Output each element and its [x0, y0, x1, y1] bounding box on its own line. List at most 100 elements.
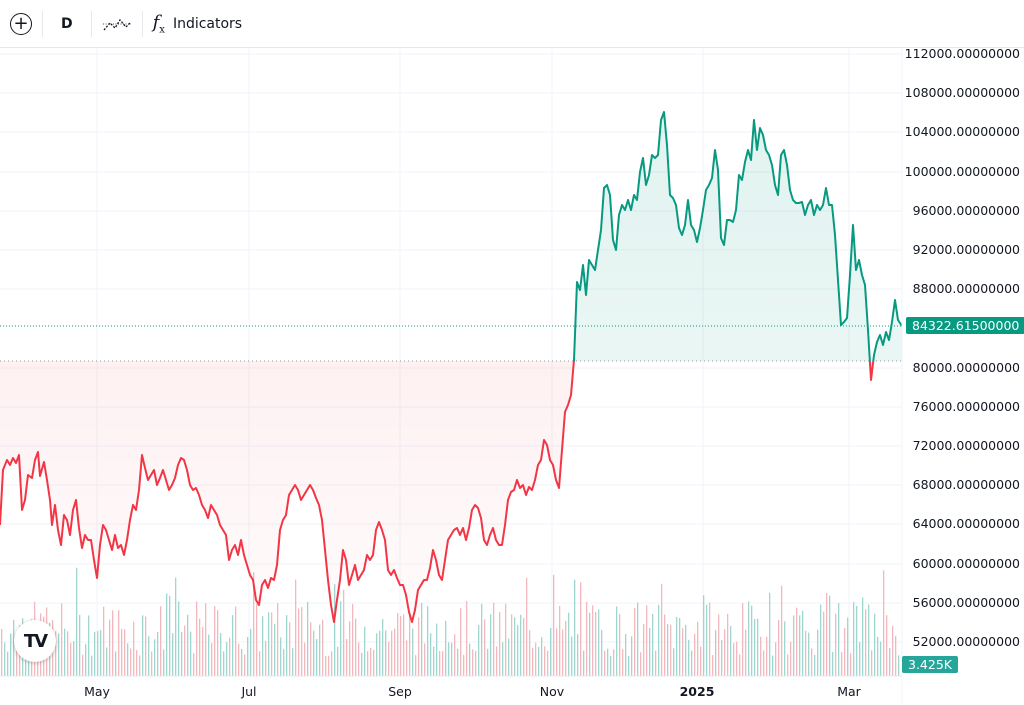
volume-bar: [223, 651, 225, 676]
volume-bar: [862, 597, 864, 676]
volume-bar: [619, 614, 621, 676]
volume-bar: [271, 612, 273, 676]
volume-bar: [886, 615, 888, 676]
time-axis-label: Mar: [837, 684, 861, 699]
volume-bar: [706, 604, 708, 676]
volume-bar: [694, 633, 696, 676]
volume-bar: [214, 606, 216, 676]
volume-bar: [601, 630, 603, 676]
volume-bar: [154, 639, 156, 676]
volume-bar: [139, 655, 141, 676]
volume-bar: [451, 642, 453, 676]
volume-bar: [859, 642, 861, 676]
volume-bar: [868, 604, 870, 676]
indicators-button[interactable]: fx Indicators: [143, 7, 252, 41]
volume-bar: [652, 614, 654, 676]
volume-bar: [136, 650, 138, 676]
volume-bar: [871, 650, 873, 676]
volume-bar: [286, 615, 288, 676]
volume-bar: [94, 631, 96, 676]
price-line-up: [572, 111, 902, 361]
volume-bar: [769, 592, 771, 676]
volume-bar: [280, 637, 282, 676]
volume-bar: [517, 625, 519, 676]
volume-bar: [892, 625, 894, 676]
volume-bar: [589, 612, 591, 676]
interval-button[interactable]: D: [61, 15, 73, 32]
volume-bar: [790, 641, 792, 676]
volume-bar: [835, 613, 837, 676]
volume-bar: [208, 634, 210, 676]
volume-bar: [496, 646, 498, 676]
volume-bar: [628, 655, 630, 676]
volume-badge: 3.425K: [902, 656, 958, 673]
volume-bar: [760, 636, 762, 676]
volume-bar: [172, 633, 174, 676]
compare-button[interactable]: [92, 7, 142, 41]
volume-bar: [631, 636, 633, 676]
volume-bar: [817, 629, 819, 676]
volume-bar: [598, 609, 600, 676]
fx-icon: fx: [152, 11, 165, 36]
volume-bar: [838, 603, 840, 676]
volume-bar: [100, 630, 102, 676]
volume-bar: [766, 636, 768, 676]
volume-bar: [847, 617, 849, 676]
volume-bar: [427, 606, 429, 676]
volume-bar: [787, 654, 789, 676]
volume-bar: [757, 618, 759, 676]
volume-bar: [781, 585, 783, 676]
volume-bar: [877, 636, 879, 676]
volume-bar: [856, 606, 858, 676]
volume-bar: [889, 647, 891, 676]
volume-bar: [754, 618, 756, 676]
volume-bar: [376, 633, 378, 676]
volume-bar: [538, 646, 540, 676]
price-chart[interactable]: [0, 48, 1024, 705]
volume-bar: [532, 647, 534, 676]
volume-bar: [514, 617, 516, 676]
volume-bar: [157, 631, 159, 676]
volume-bar: [655, 650, 657, 676]
volume-bar: [25, 649, 27, 676]
volume-bar: [364, 626, 366, 676]
add-symbol-button[interactable]: +: [0, 7, 42, 41]
volume-bar: [226, 642, 228, 676]
price-axis-label: 80000.00000000: [912, 360, 1020, 375]
volume-bar: [184, 625, 186, 676]
volume-bar: [55, 631, 57, 676]
volume-bar: [592, 605, 594, 676]
volume-bar: [415, 655, 417, 676]
volume-bar: [556, 628, 558, 676]
volume-bar: [4, 642, 6, 676]
volume-bar: [844, 627, 846, 676]
volume-bar: [403, 614, 405, 676]
volume-bar: [505, 603, 507, 676]
volume-bar: [331, 651, 333, 676]
volume-bar: [502, 642, 504, 676]
volume-bar: [253, 572, 255, 676]
volume-bar: [814, 654, 816, 676]
volume-bar: [199, 618, 201, 676]
volume-bar: [448, 642, 450, 676]
volume-bar: [775, 642, 777, 676]
price-axis-label: 56000.00000000: [912, 595, 1020, 610]
volume-bar: [880, 641, 882, 676]
volume-bar: [763, 650, 765, 676]
volume-bar: [511, 614, 513, 676]
tradingview-logo[interactable]: TV: [14, 620, 56, 662]
volume-bar: [520, 614, 522, 676]
volume-bar: [358, 642, 360, 676]
volume-bar: [262, 616, 264, 676]
volume-bar: [898, 655, 900, 676]
volume-bar: [265, 640, 267, 676]
volume-bar: [232, 615, 234, 676]
volume-bar: [547, 650, 549, 676]
volume-bar: [664, 614, 666, 676]
volume-bar: [289, 622, 291, 676]
volume-bar: [421, 602, 423, 676]
volume-bars: [1, 567, 900, 676]
volume-bar: [811, 648, 813, 676]
volume-bar: [196, 601, 198, 676]
volume-bar: [658, 604, 660, 676]
